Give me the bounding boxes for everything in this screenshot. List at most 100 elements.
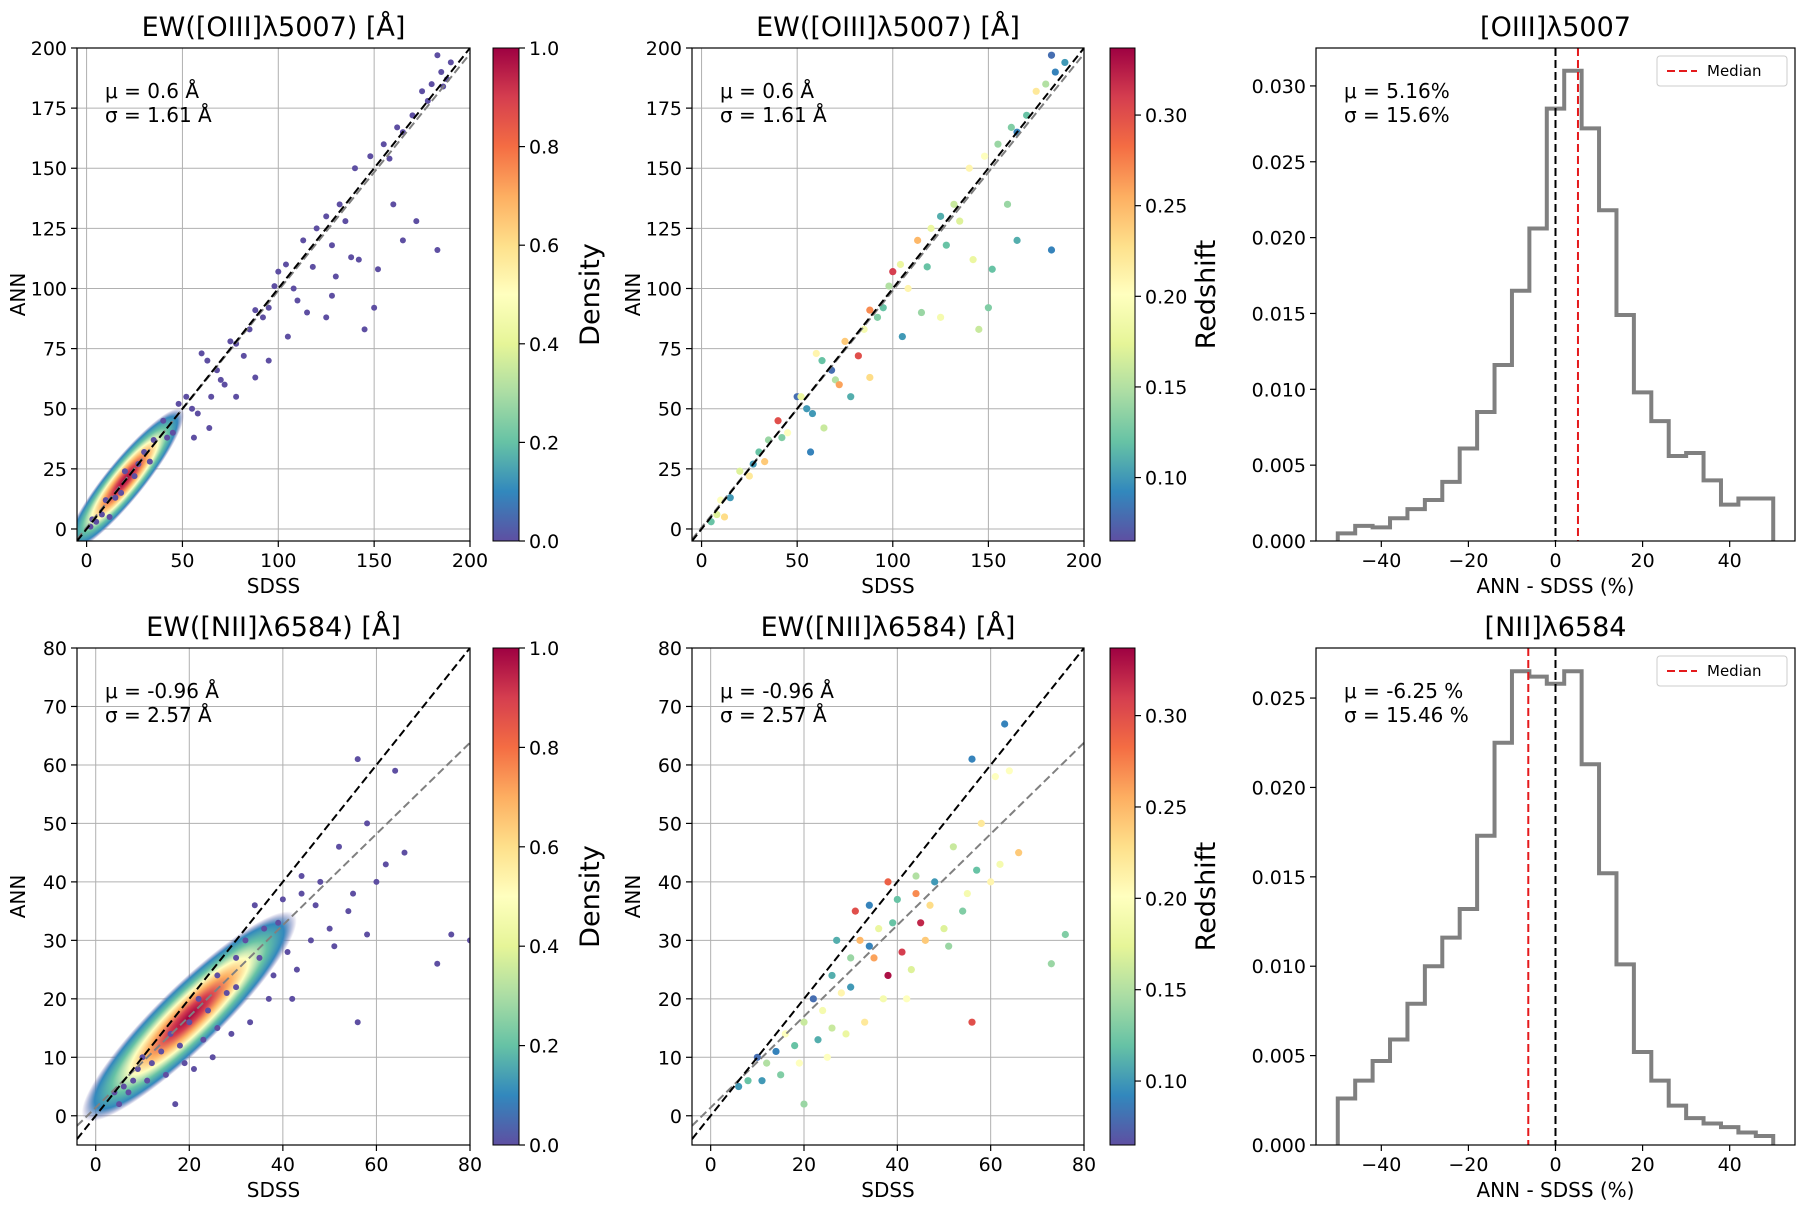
scatter-point: [134, 1065, 141, 1072]
scatter-point: [1003, 200, 1012, 208]
scatter-point: [823, 1053, 831, 1061]
scatter-point: [345, 908, 352, 915]
scatter-point: [208, 393, 215, 400]
scatter-point: [200, 1036, 207, 1043]
y-tick-label: 0.000: [1252, 531, 1306, 553]
scatter-point: [309, 263, 316, 270]
scatter-point: [926, 901, 934, 909]
scatter-point: [270, 972, 277, 979]
panel-oiii-density: 0 50 100 150 200 0 25 50 75 100 125 150 175 200 EW([OI…: [6, 11, 606, 598]
scatter-point: [806, 448, 815, 456]
scatter-point: [227, 338, 234, 345]
scatter-point: [835, 381, 843, 389]
scatter-point: [1061, 58, 1069, 67]
y-tick-label: 40: [43, 872, 67, 894]
panel-nii-redshift: 0 20 40 60 80 0 10 20 30 40 50 60 70 80 EW([NII]λ6584)…: [621, 611, 1222, 1202]
y-tick-label: 60: [43, 755, 67, 777]
scatter-point: [209, 1054, 216, 1061]
x-tick-label: 40: [1718, 550, 1742, 572]
plot-area: [692, 48, 1084, 541]
scatter-point: [1042, 80, 1050, 88]
scatter-point: [279, 896, 286, 903]
scatter-point: [1047, 960, 1055, 968]
scatter-point: [841, 337, 849, 345]
scatter-point: [144, 1077, 151, 1084]
scatter-point: [927, 224, 935, 232]
y-tick-label: 150: [31, 158, 67, 180]
y-tick-label: 0.020: [1252, 228, 1306, 250]
x-tick-label: 150: [970, 550, 1006, 572]
y-tick-label: 0: [55, 1106, 67, 1128]
one-to-one-line: [77, 48, 470, 541]
sigma-annotation: σ = 2.57 Å: [105, 703, 212, 727]
scatter-point: [183, 393, 190, 400]
scatter-point: [856, 936, 864, 944]
scatter-point: [968, 755, 976, 763]
axes-frame: [76, 47, 471, 542]
scatter-point: [735, 1082, 743, 1091]
scatter-point: [228, 1030, 235, 1037]
x-tick-label: 20: [1630, 1154, 1654, 1176]
scatter-point: [833, 936, 841, 944]
legend-median-label: Median: [1707, 62, 1762, 80]
y-tick-label: 0.005: [1252, 455, 1306, 477]
scatter-point: [828, 971, 836, 980]
scatter-point: [917, 308, 926, 317]
x-tick-label: 40: [271, 1154, 295, 1176]
scatter-point: [419, 88, 426, 95]
scatter-point: [148, 1060, 155, 1067]
x-tick-label: 50: [170, 550, 194, 572]
mean-annotation: μ = -0.96 Å: [105, 679, 219, 703]
mean-annotation: μ = 0.6 Å: [105, 79, 199, 103]
scatter-point: [772, 1047, 780, 1056]
scatter-point: [259, 314, 266, 321]
y-tick-label: 80: [43, 638, 67, 660]
scatter-point: [205, 1007, 211, 1014]
scatter-point: [847, 983, 855, 991]
scatter-point: [298, 873, 305, 880]
scatter-point: [198, 350, 205, 357]
y-tick-label: 50: [43, 399, 67, 421]
colorbar-tick-label: 0.4: [529, 334, 559, 356]
x-tick-label: 0: [81, 550, 93, 572]
scatter-point: [164, 434, 171, 441]
scatter-point: [240, 352, 247, 359]
y-tick-label: 75: [43, 339, 67, 361]
scatter-point: [847, 393, 855, 401]
colorbar-tick-label: 0.6: [529, 837, 559, 859]
colorbar-tick-label: 0.2: [529, 1036, 559, 1058]
scatter-point: [921, 936, 929, 944]
scatter-point: [399, 237, 406, 244]
x-axis-label: SDSS: [861, 1178, 915, 1202]
x-tick-label: 80: [1072, 1154, 1096, 1176]
fit-line: [77, 742, 470, 1127]
scatter-point: [991, 773, 999, 781]
scatter-point: [428, 81, 435, 88]
y-tick-label: 75: [658, 339, 682, 361]
scatter-point: [797, 393, 805, 401]
scatter-point: [373, 878, 380, 885]
axes-frame: [691, 647, 1085, 1146]
scatter-point: [233, 984, 240, 991]
scatter-point: [118, 489, 125, 496]
one-to-one-line: [77, 648, 470, 1140]
scatter-point: [812, 349, 820, 358]
fit-line: [692, 53, 1084, 541]
scatter-point: [917, 919, 925, 927]
sigma-annotation: σ = 2.57 Å: [720, 703, 827, 727]
legend-box: [1656, 55, 1788, 87]
x-axis-label: SDSS: [247, 1178, 301, 1202]
histogram-steps: [1335, 669, 1776, 1145]
scatter-point: [942, 241, 950, 249]
x-tick-label: 40: [1718, 1154, 1742, 1176]
scatter-point: [795, 1059, 803, 1067]
x-axis-label: SDSS: [861, 574, 915, 598]
scatter-point: [331, 943, 338, 950]
histogram-steps: [1335, 68, 1776, 541]
scatter-point: [736, 467, 744, 475]
y-tick-label: 100: [31, 278, 67, 300]
scatter-point: [214, 1025, 221, 1032]
colorbar-tick-label: 0.2: [529, 432, 559, 454]
scatter-point: [467, 937, 470, 944]
y-tick-label: 30: [43, 930, 67, 952]
